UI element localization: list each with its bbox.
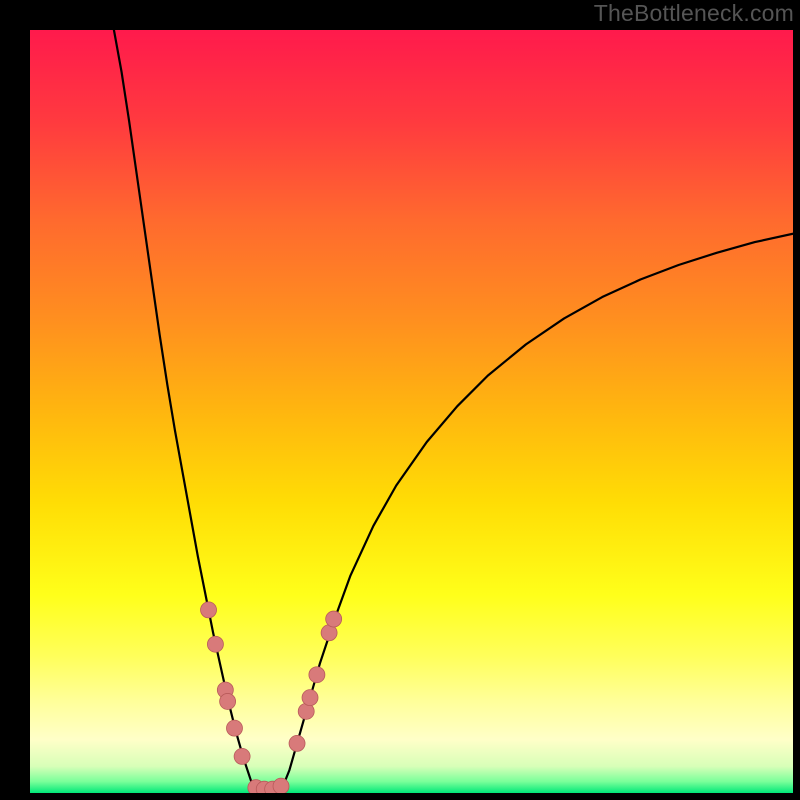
marker-point (201, 602, 217, 618)
marker-point (226, 720, 242, 736)
chart-frame: TheBottleneck.com (0, 0, 800, 800)
marker-point (326, 611, 342, 627)
bottleneck-chart (30, 30, 793, 793)
watermark-text: TheBottleneck.com (594, 0, 794, 27)
marker-point (309, 667, 325, 683)
marker-point (207, 636, 223, 652)
marker-point (289, 735, 305, 751)
plot-background (30, 30, 793, 793)
marker-point (220, 693, 236, 709)
marker-point (234, 748, 250, 764)
marker-point (302, 690, 318, 706)
marker-point (273, 778, 289, 793)
